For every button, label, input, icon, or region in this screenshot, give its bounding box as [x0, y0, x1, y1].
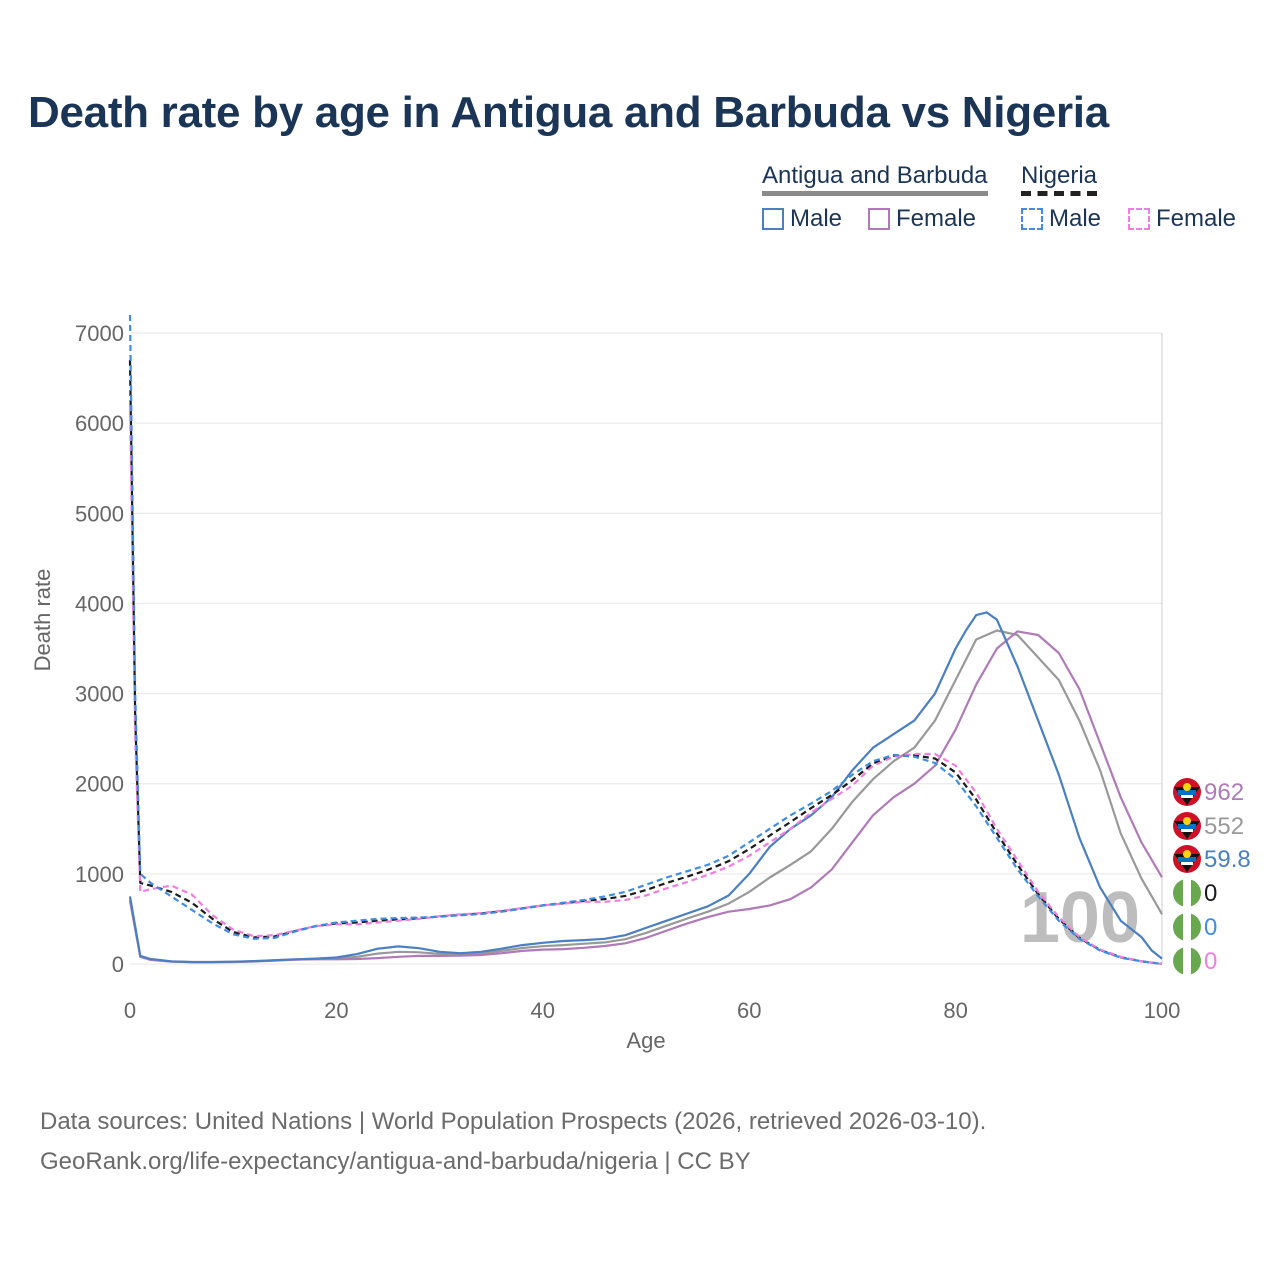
end-value-label: 962	[1204, 779, 1244, 806]
y-tick-label: 7000	[75, 321, 124, 346]
antigua-flag-white-band	[1181, 862, 1193, 865]
y-tick-label: 6000	[75, 411, 124, 436]
legend-ab-male-label: Male	[790, 205, 843, 232]
legend-ng-female[interactable]: Female	[1128, 205, 1236, 233]
y-tick-label: 0	[112, 952, 124, 977]
antigua-flag-band	[1178, 857, 1196, 862]
series-line-ab-male	[128, 611, 1163, 964]
y-tick-label: 3000	[75, 682, 124, 707]
antigua-flag-white-band	[1181, 829, 1193, 832]
x-tick-label: 100	[1144, 998, 1181, 1023]
chart-title: Death rate by age in Antigua and Barbuda…	[28, 88, 1109, 137]
legend-ng-female-swatch	[1128, 208, 1150, 230]
antigua-flag-sun	[1183, 817, 1191, 825]
series-line-ng-total	[128, 359, 1163, 966]
nigeria-flag-white-band	[1183, 879, 1191, 907]
antigua-flag-sun	[1183, 850, 1191, 858]
legend-ng-male-label: Male	[1049, 205, 1102, 232]
end-value-label: 0	[1204, 948, 1217, 975]
legend-ab-male-swatch	[762, 208, 784, 230]
antigua-flag-band	[1178, 824, 1196, 829]
footer-url: GeoRank.org/life-expectancy/antigua-and-…	[40, 1148, 751, 1175]
end-value-label: 552	[1204, 813, 1244, 840]
legend-ab-male[interactable]: Male	[762, 205, 842, 233]
antigua-flag-band	[1178, 790, 1196, 795]
legend-nigeria-title: Nigeria	[1021, 162, 1098, 196]
x-tick-label: 60	[737, 998, 761, 1023]
antigua-flag-sun	[1183, 783, 1191, 791]
end-value-label: 0	[1204, 914, 1217, 941]
x-axis-label: Age	[626, 1028, 665, 1053]
legend-ng-male[interactable]: Male	[1021, 205, 1101, 233]
legend-ab-female-swatch	[868, 208, 890, 230]
x-tick-label: 80	[943, 998, 967, 1023]
series-line-ng-female	[128, 405, 1163, 966]
y-tick-label: 2000	[75, 772, 124, 797]
y-tick-label: 5000	[75, 501, 124, 526]
legend-ng-male-swatch	[1021, 208, 1043, 230]
nigeria-flag-white-band	[1183, 913, 1191, 941]
antigua-flag-white-band	[1181, 795, 1193, 798]
y-tick-label: 4000	[75, 591, 124, 616]
end-value-label: 59.8	[1204, 846, 1251, 873]
legend-ng-female-label: Female	[1156, 205, 1237, 232]
y-axis-label: Death rate	[30, 569, 55, 672]
series-line-ng-male	[128, 314, 1163, 966]
x-tick-label: 20	[324, 998, 348, 1023]
y-tick-label: 1000	[75, 862, 124, 887]
x-tick-label: 40	[531, 998, 555, 1023]
legend-antigua-title: Antigua and Barbuda	[762, 162, 988, 196]
legend-ab-female-label: Female	[896, 205, 977, 232]
series-line-ab-female	[128, 630, 1163, 964]
nigeria-flag-white-band	[1183, 947, 1191, 975]
x-tick-label: 0	[124, 998, 136, 1023]
end-value-label: 0	[1204, 880, 1217, 907]
legend-antigua-group: Antigua and Barbuda	[762, 162, 988, 196]
legend-ab-female[interactable]: Female	[868, 205, 976, 233]
legend-nigeria-group: Nigeria	[1021, 162, 1098, 196]
series-line-ab-total	[128, 629, 1163, 964]
footer-sources: Data sources: United Nations | World Pop…	[40, 1108, 987, 1135]
